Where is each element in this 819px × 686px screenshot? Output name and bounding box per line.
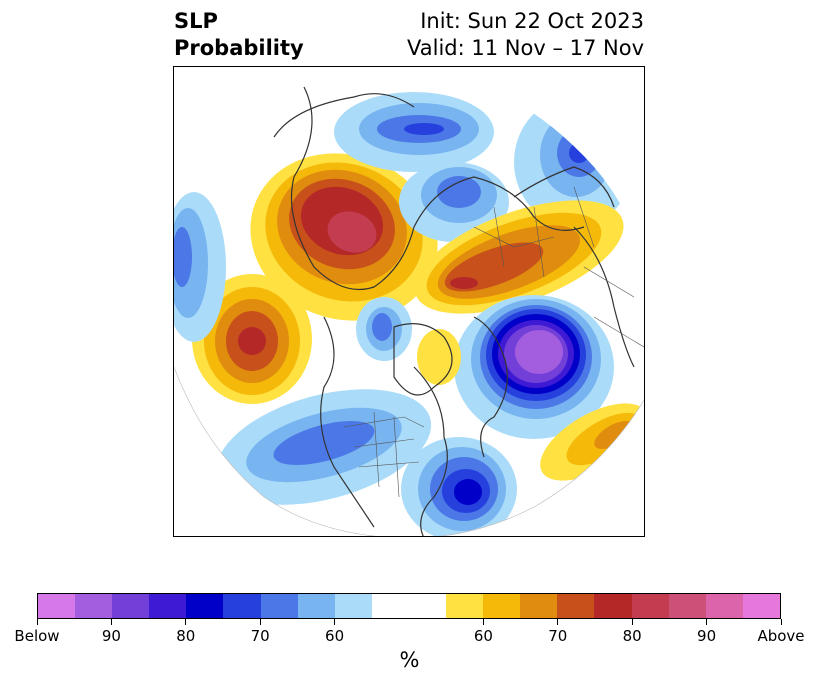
colorbar-segment <box>112 594 150 618</box>
colorbar <box>37 593 781 619</box>
title-type: Probability <box>174 36 304 60</box>
coastlines <box>273 86 635 536</box>
colorbar-tick-label: 90 <box>697 627 717 645</box>
hudson-high-contours <box>417 329 461 385</box>
hemisphere-edge <box>174 366 644 536</box>
arctic-low-contours <box>334 92 494 172</box>
colorbar-segment <box>38 594 76 618</box>
colorbar-segment <box>260 594 298 618</box>
colorbar-segment <box>149 594 187 618</box>
colorbar-tick <box>36 619 38 625</box>
colorbar-tick-label: 70 <box>548 627 568 645</box>
colorbar-tick <box>631 619 633 625</box>
colorbar-tick <box>557 619 559 625</box>
colorbar-tick <box>259 619 261 625</box>
map-panel <box>173 66 645 537</box>
colorbar-segment <box>705 594 743 618</box>
colorbar-label: % <box>399 648 420 672</box>
title-init-date: Init: Sun 22 Oct 2023 <box>420 9 644 33</box>
colorbar-segment <box>297 594 335 618</box>
colorbar-segment <box>594 594 632 618</box>
colorbar-tick-label: 80 <box>622 627 642 645</box>
chart-title-right: Init: Sun 22 Oct 2023 Valid: 11 Nov – 17… <box>407 8 644 62</box>
siberia-high-contours <box>250 153 438 321</box>
colorbar-tick-label: 70 <box>250 627 270 645</box>
colorbar-segment <box>668 594 706 618</box>
colorbar-segment <box>520 594 558 618</box>
colorbar-segment <box>334 594 372 618</box>
colorbar-tick-label: Above <box>757 627 805 645</box>
north-america-low-contours <box>216 389 432 505</box>
colorbar-tick <box>185 619 187 625</box>
atlantic-high-contours <box>540 403 644 481</box>
colorbar-tick-label: 90 <box>101 627 121 645</box>
northeast-low-contours <box>514 97 634 227</box>
west-low-contours <box>174 192 226 342</box>
colorbar-segment <box>742 594 780 618</box>
colorbar-tick-label: Below <box>14 627 60 645</box>
colorbar-tick-label: 60 <box>473 627 493 645</box>
colorbar-segment <box>408 594 447 618</box>
colorbar-segment <box>631 594 669 618</box>
colorbar-segment <box>557 594 595 618</box>
greenland-low-contours <box>356 297 412 361</box>
colorbar-tick <box>706 619 708 625</box>
europe-low-contours <box>399 162 509 242</box>
eurasia-high-contours <box>414 200 624 314</box>
colorbar-segment <box>223 594 261 618</box>
colorbar-segment <box>446 594 484 618</box>
colorbar-segment <box>186 594 224 618</box>
probability-map <box>174 86 644 536</box>
east-coast-low-contours <box>401 437 517 536</box>
title-valid-range: Valid: 11 Nov – 17 Nov <box>407 36 644 60</box>
colorbar-segment <box>75 594 113 618</box>
colorbar-tick <box>110 619 112 625</box>
colorbar-tick-label: 60 <box>325 627 345 645</box>
colorbar-segment <box>371 594 409 618</box>
colorbar-tick-label: 80 <box>176 627 196 645</box>
asia-low-contours <box>454 295 614 439</box>
map-disc <box>174 86 644 536</box>
colorbar-tick <box>482 619 484 625</box>
pacific-high-contours <box>192 274 312 404</box>
country-borders <box>343 186 644 498</box>
title-variable: SLP <box>174 9 218 33</box>
colorbar-tick <box>334 619 336 625</box>
chart-title-left: SLP Probability <box>174 8 304 62</box>
colorbar-segment <box>483 594 521 618</box>
colorbar-tick <box>780 619 782 625</box>
